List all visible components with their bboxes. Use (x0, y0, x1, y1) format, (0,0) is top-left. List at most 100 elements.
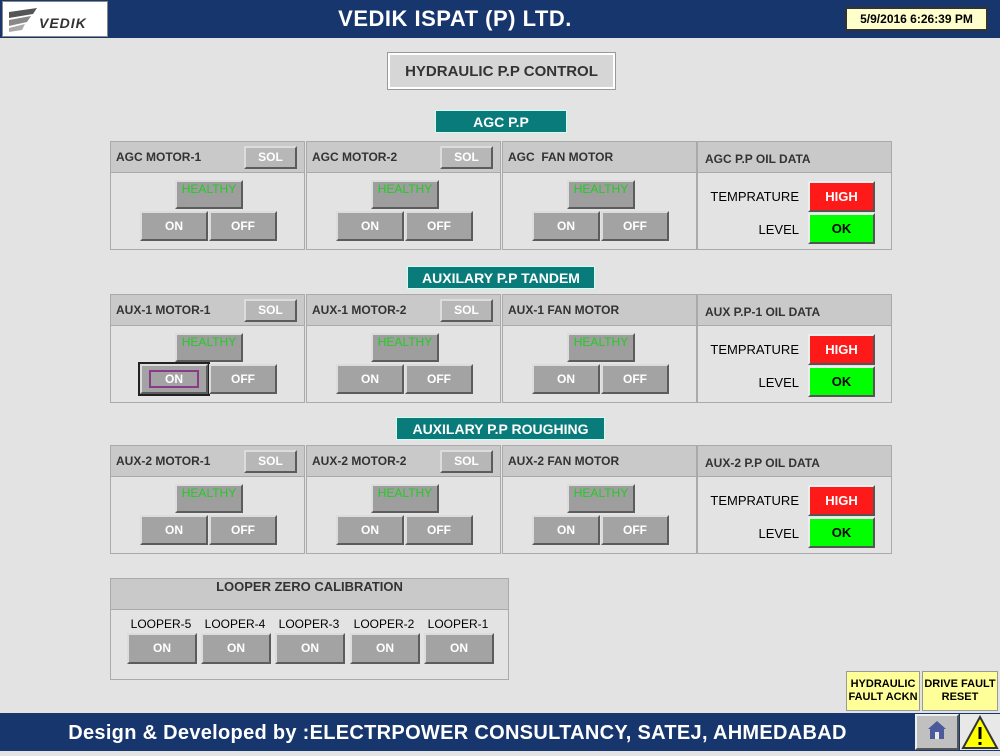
section-title-aux-roughing: AUXILARY P.P ROUGHING (396, 417, 605, 440)
temperature-indicator: HIGH (808, 334, 875, 365)
motor-name: AUX-1 FAN MOTOR (508, 303, 620, 317)
sol-button[interactable]: SOL (244, 450, 297, 473)
motor-panel-aux2-motor-1: AUX-2 MOTOR-1 SOL HEALTHY ON OFF (110, 445, 305, 554)
title-bar (0, 0, 1000, 38)
panel-header: AGC FAN MOTOR (503, 142, 696, 173)
off-button[interactable]: OFF (405, 211, 473, 241)
looper-1-on-button[interactable]: ON (424, 633, 494, 664)
off-button[interactable]: OFF (209, 364, 277, 394)
motor-panel-agc-fan-motor: AGC FAN MOTOR HEALTHY ON OFF (502, 141, 697, 250)
on-button[interactable]: ON (532, 364, 600, 394)
motor-panel-agc-motor-2: AGC MOTOR-2 SOL HEALTHY ON OFF (306, 141, 501, 250)
on-button[interactable]: ON (140, 211, 208, 241)
oil-data-panel-agc: AGC P.P OIL DATA TEMPRATURE HIGH LEVEL O… (697, 141, 892, 250)
looper-5-on-button[interactable]: ON (127, 633, 197, 664)
on-button[interactable]: ON (336, 515, 404, 545)
healthy-status: HEALTHY (371, 484, 439, 513)
panel-header: AUX-2 P.P OIL DATA (698, 446, 891, 477)
looper-2-on-button[interactable]: ON (350, 633, 420, 664)
section-title-aux-tandem: AUXILARY P.P TANDEM (407, 266, 595, 289)
company-logo: VEDIK (2, 1, 108, 37)
on-button[interactable]: ON (138, 362, 210, 396)
temperature-label: TEMPRATURE (710, 342, 799, 357)
motor-name: AUX-1 MOTOR-1 (116, 303, 211, 317)
footer-credits: Design & Developed by :ELECTRPOWER CONSU… (68, 722, 847, 744)
motor-name: AUX-2 MOTOR-2 (312, 454, 407, 468)
off-button[interactable]: OFF (209, 211, 277, 241)
looper-label: LOOPER-3 (278, 617, 340, 631)
motor-name: AUX-2 MOTOR-1 (116, 454, 211, 468)
section-title-agc: AGC P.P (435, 110, 567, 133)
motor-name: AUX-2 FAN MOTOR (508, 454, 620, 468)
level-indicator: OK (808, 517, 875, 548)
page-title: HYDRAULIC P.P CONTROL (387, 52, 616, 90)
healthy-status: HEALTHY (567, 484, 635, 513)
company-name: VEDIK ISPAT (P) LTD. (338, 6, 572, 31)
on-button[interactable]: ON (336, 364, 404, 394)
looper-label: LOOPER-5 (130, 617, 192, 631)
looper-3-on-button[interactable]: ON (275, 633, 345, 664)
healthy-status: HEALTHY (175, 180, 243, 209)
motor-name: AGC MOTOR-1 (116, 150, 202, 164)
level-indicator: OK (808, 366, 875, 397)
temperature-label: TEMPRATURE (710, 493, 799, 508)
hydraulic-fault-ackn-line1: HYDRAULIC (850, 678, 916, 690)
off-button[interactable]: OFF (601, 515, 669, 545)
sol-button[interactable]: SOL (440, 450, 493, 473)
panel-header: AUX P.P-1 OIL DATA (698, 295, 891, 326)
temperature-indicator: HIGH (808, 485, 875, 516)
panel-header: AGC P.P OIL DATA (698, 142, 891, 173)
on-button[interactable]: ON (140, 515, 208, 545)
oil-data-title: AUX P.P-1 OIL DATA (705, 305, 821, 319)
off-button[interactable]: OFF (405, 515, 473, 545)
oil-data-title: AGC P.P OIL DATA (705, 152, 811, 166)
motor-name: AGC MOTOR-2 (312, 150, 398, 164)
warning-button[interactable] (960, 714, 1000, 750)
sol-button[interactable]: SOL (440, 299, 493, 322)
healthy-status: HEALTHY (175, 484, 243, 513)
looper-calibration-panel: LOOPER ZERO CALIBRATION LOOPER-5 ON LOOP… (110, 578, 509, 680)
drive-fault-reset-button[interactable]: DRIVE FAULT RESET (922, 671, 998, 711)
sol-button[interactable]: SOL (440, 146, 493, 169)
off-button[interactable]: OFF (405, 364, 473, 394)
sol-button[interactable]: SOL (244, 146, 297, 169)
warning-icon (961, 714, 999, 749)
motor-panel-aux1-motor-2: AUX-1 MOTOR-2 SOL HEALTHY ON OFF (306, 294, 501, 403)
logo-mark-icon (9, 8, 37, 32)
off-button[interactable]: OFF (601, 211, 669, 241)
healthy-status: HEALTHY (175, 333, 243, 362)
on-button[interactable]: ON (532, 515, 600, 545)
off-button[interactable]: OFF (209, 515, 277, 545)
motor-panel-aux1-motor-1: AUX-1 MOTOR-1 SOL HEALTHY ON OFF (110, 294, 305, 403)
level-label: LEVEL (758, 375, 799, 390)
healthy-status: HEALTHY (567, 333, 635, 362)
motor-panel-agc-motor-1: AGC MOTOR-1 SOL HEALTHY ON OFF (110, 141, 305, 250)
datetime-display: 5/9/2016 6:26:39 PM (845, 7, 988, 31)
motor-panel-aux2-fan-motor: AUX-2 FAN MOTOR HEALTHY ON OFF (502, 445, 697, 554)
temperature-indicator: HIGH (808, 181, 875, 212)
on-button[interactable]: ON (336, 211, 404, 241)
hydraulic-fault-ackn-button[interactable]: HYDRAULIC FAULT ACKN (846, 671, 920, 711)
looper-label: LOOPER-4 (204, 617, 266, 631)
on-button-label: ON (149, 370, 199, 388)
sol-button[interactable]: SOL (244, 299, 297, 322)
off-button[interactable]: OFF (601, 364, 669, 394)
looper-4-on-button[interactable]: ON (201, 633, 271, 664)
healthy-status: HEALTHY (567, 180, 635, 209)
footer-bar: Design & Developed by :ELECTRPOWER CONSU… (0, 713, 1000, 751)
looper-label: LOOPER-1 (427, 617, 489, 631)
healthy-status: HEALTHY (371, 180, 439, 209)
looper-title: LOOPER ZERO CALIBRATION (111, 579, 508, 610)
panel-header: AUX-1 FAN MOTOR (503, 295, 696, 326)
level-label: LEVEL (758, 222, 799, 237)
drive-fault-reset-line1: DRIVE FAULT (924, 678, 996, 690)
motor-name: AGC FAN MOTOR (508, 150, 614, 164)
looper-label: LOOPER-2 (353, 617, 415, 631)
home-button[interactable] (915, 714, 959, 750)
level-indicator: OK (808, 213, 875, 244)
oil-data-panel-aux1: AUX P.P-1 OIL DATA TEMPRATURE HIGH LEVEL… (697, 294, 892, 403)
on-button[interactable]: ON (532, 211, 600, 241)
motor-panel-aux2-motor-2: AUX-2 MOTOR-2 SOL HEALTHY ON OFF (306, 445, 501, 554)
temperature-label: TEMPRATURE (710, 189, 799, 204)
healthy-status: HEALTHY (371, 333, 439, 362)
